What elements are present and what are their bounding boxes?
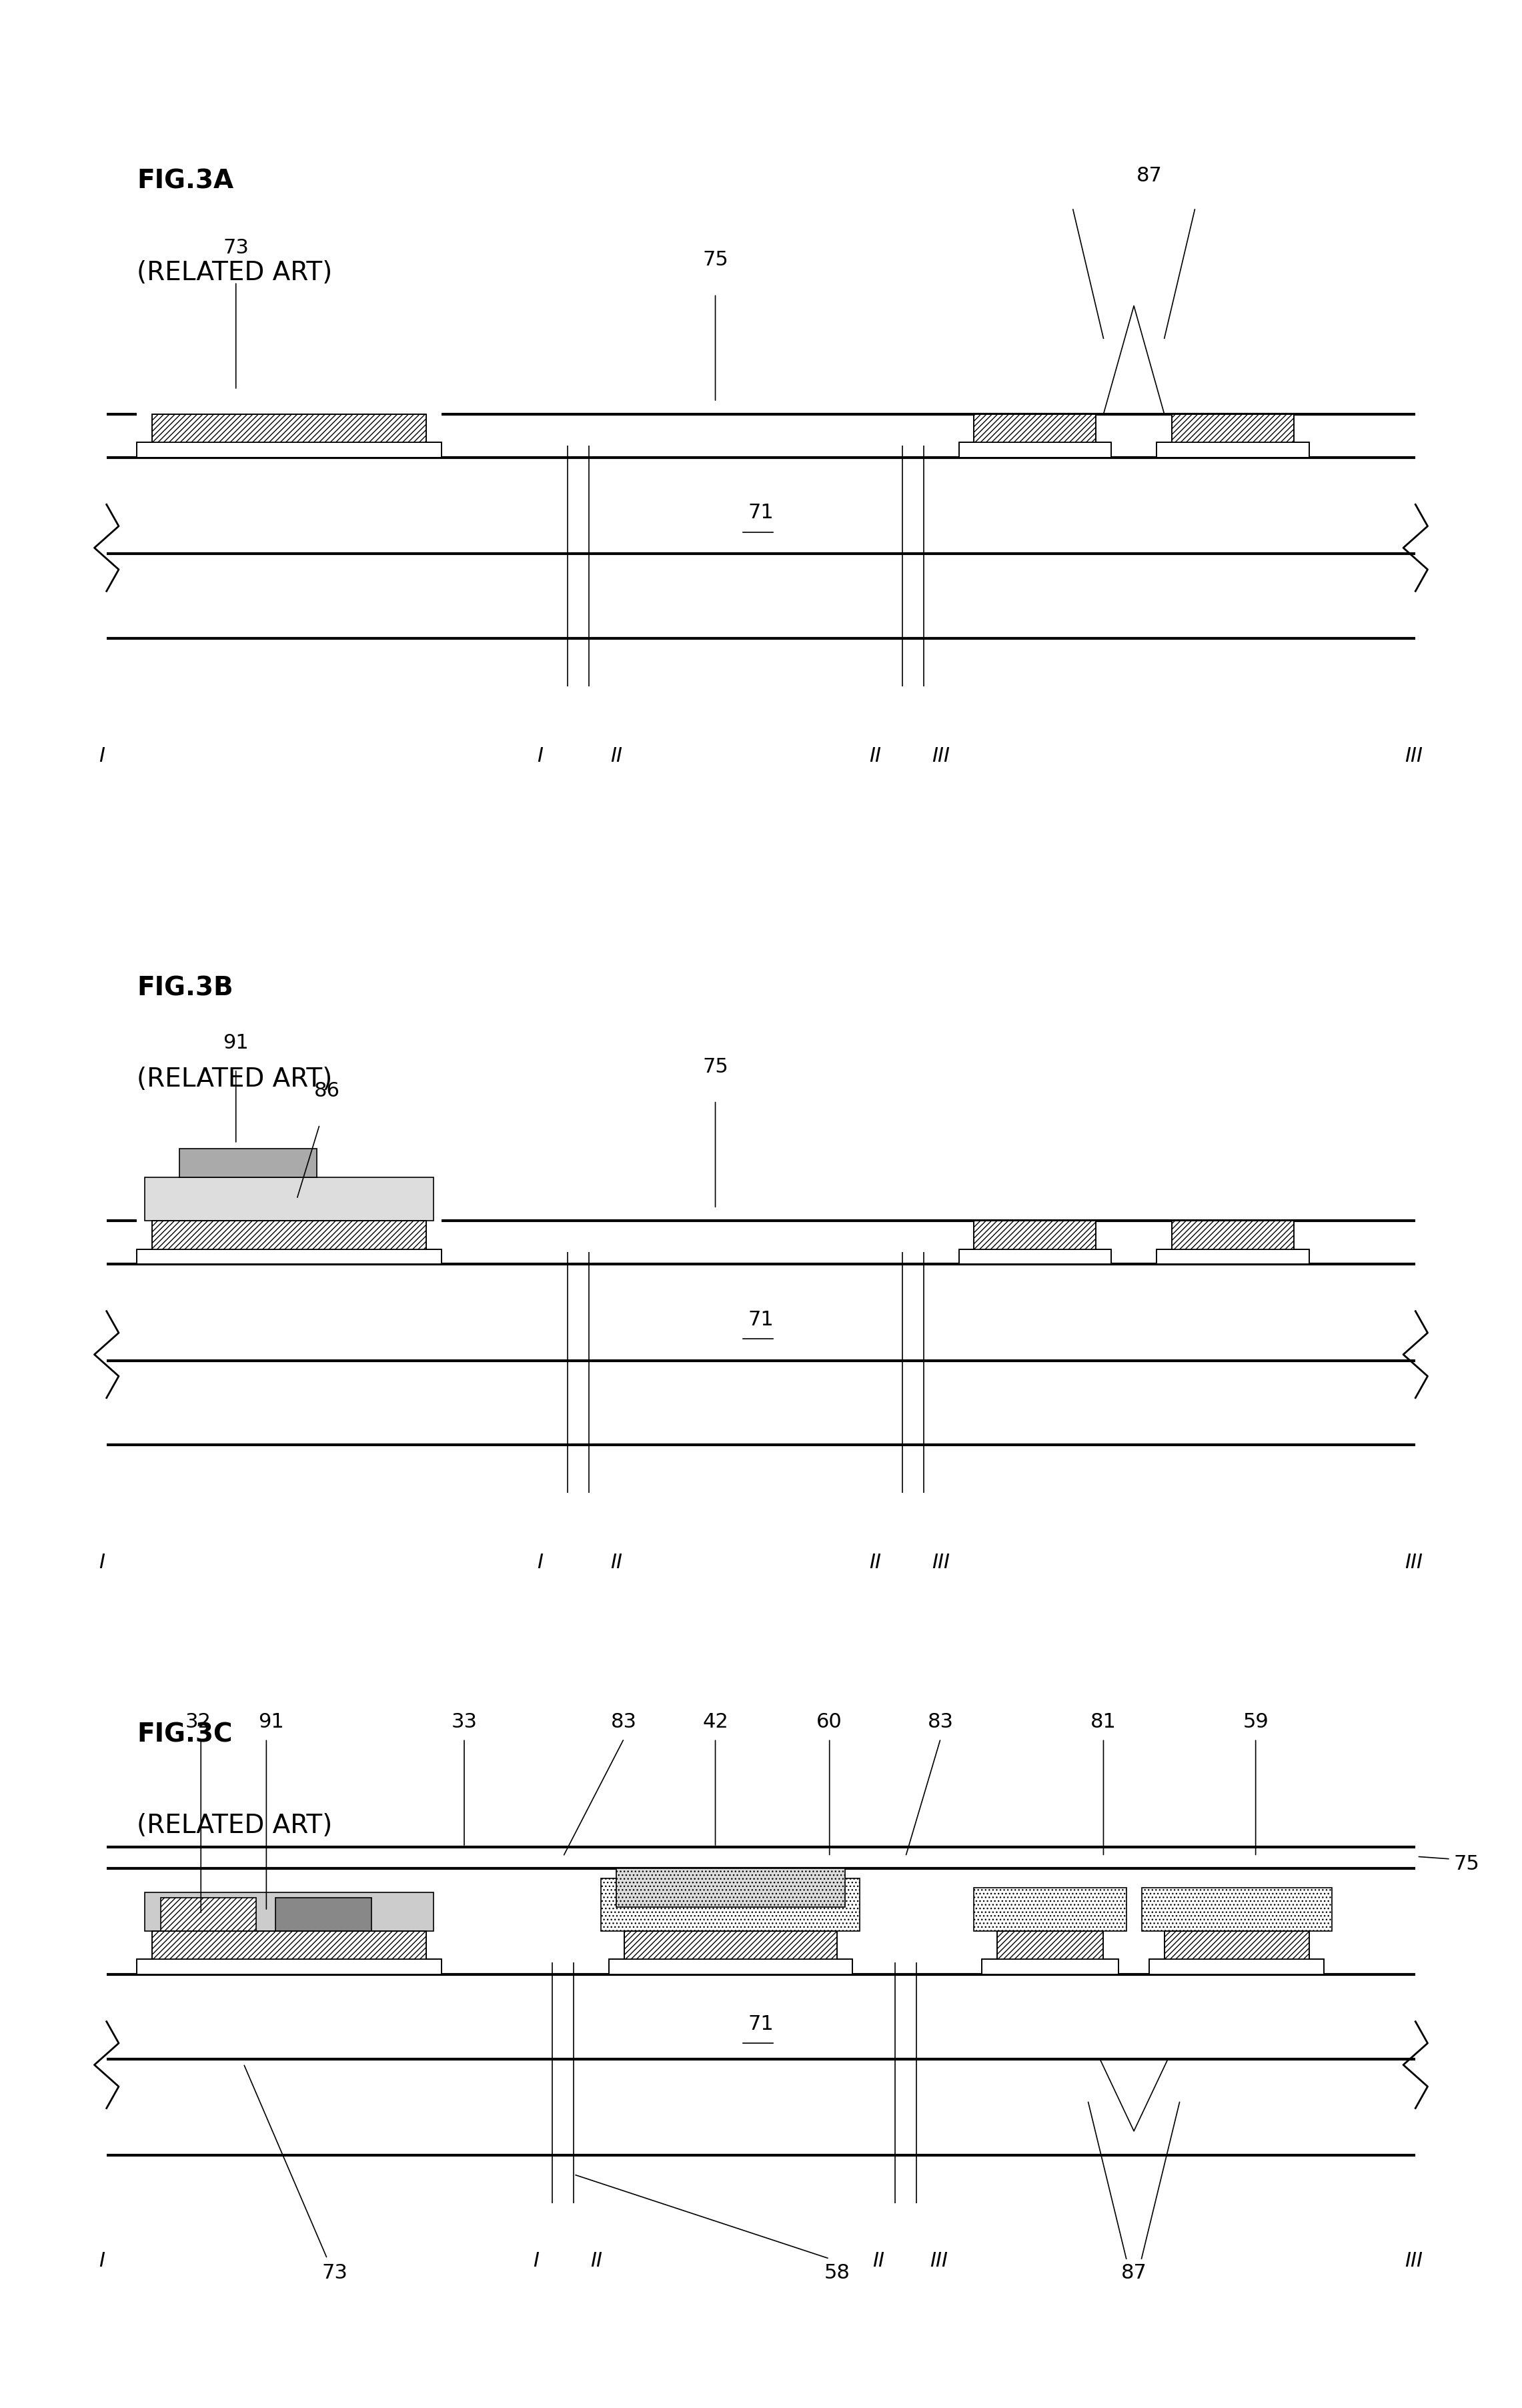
- Text: 75: 75: [1454, 1854, 1479, 1873]
- Text: FIG.3A: FIG.3A: [137, 169, 234, 195]
- Text: II: II: [869, 1553, 881, 1572]
- FancyBboxPatch shape: [974, 1888, 1126, 1931]
- Polygon shape: [974, 1221, 1096, 1250]
- Text: 58: 58: [823, 2264, 851, 2283]
- Polygon shape: [1149, 1960, 1324, 1975]
- Text: 91: 91: [224, 1033, 248, 1052]
- Text: FIG.3C: FIG.3C: [137, 1722, 233, 1748]
- Text: (RELATED ART): (RELATED ART): [137, 1813, 333, 1840]
- Text: 33: 33: [451, 1712, 478, 1731]
- Text: III: III: [1405, 746, 1423, 766]
- Text: 91: 91: [259, 1712, 283, 1731]
- Text: 75: 75: [703, 250, 728, 270]
- FancyBboxPatch shape: [160, 1898, 256, 1931]
- Polygon shape: [624, 1931, 837, 1960]
- Polygon shape: [1172, 414, 1294, 443]
- Text: I: I: [99, 2251, 105, 2271]
- Polygon shape: [137, 1960, 441, 1975]
- Text: III: III: [931, 746, 950, 766]
- Text: 75: 75: [703, 1057, 728, 1076]
- Text: I: I: [537, 1553, 543, 1572]
- Text: 83: 83: [927, 1712, 954, 1731]
- Text: 73: 73: [222, 238, 250, 258]
- Text: 71: 71: [749, 1310, 773, 1329]
- Text: (RELATED ART): (RELATED ART): [137, 1067, 333, 1093]
- Text: 87: 87: [1120, 2264, 1148, 2283]
- Text: II: II: [591, 2251, 603, 2271]
- Text: 59: 59: [1243, 1712, 1268, 1731]
- Polygon shape: [152, 1221, 426, 1250]
- Text: 60: 60: [817, 1712, 842, 1731]
- Text: II: II: [872, 2251, 884, 2271]
- Polygon shape: [152, 414, 426, 443]
- Polygon shape: [152, 1931, 426, 1960]
- Polygon shape: [1157, 1250, 1309, 1264]
- Polygon shape: [1157, 443, 1309, 458]
- Polygon shape: [1164, 1931, 1309, 1960]
- Text: 32: 32: [184, 1712, 212, 1731]
- Polygon shape: [1172, 1221, 1294, 1250]
- FancyBboxPatch shape: [616, 1869, 845, 1907]
- FancyBboxPatch shape: [601, 1878, 860, 1931]
- Polygon shape: [959, 443, 1111, 458]
- Text: 81: 81: [1090, 1712, 1117, 1731]
- Text: 87: 87: [1135, 166, 1163, 185]
- Text: 71: 71: [749, 503, 773, 523]
- Polygon shape: [997, 1931, 1103, 1960]
- Text: III: III: [931, 1553, 950, 1572]
- Text: II: II: [610, 746, 622, 766]
- Text: III: III: [1405, 2251, 1423, 2271]
- Text: FIG.3B: FIG.3B: [137, 975, 233, 1002]
- Polygon shape: [137, 443, 441, 458]
- Polygon shape: [982, 1960, 1119, 1975]
- Polygon shape: [974, 414, 1096, 443]
- FancyBboxPatch shape: [145, 1178, 434, 1221]
- FancyBboxPatch shape: [180, 1149, 317, 1178]
- Text: I: I: [537, 746, 543, 766]
- Text: 42: 42: [703, 1712, 728, 1731]
- Text: III: III: [930, 2251, 948, 2271]
- Text: II: II: [869, 746, 881, 766]
- Text: I: I: [533, 2251, 539, 2271]
- FancyBboxPatch shape: [275, 1898, 371, 1931]
- Text: 86: 86: [314, 1081, 341, 1100]
- Text: I: I: [99, 746, 105, 766]
- Text: 83: 83: [610, 1712, 638, 1731]
- Text: III: III: [1405, 1553, 1423, 1572]
- Polygon shape: [137, 1250, 441, 1264]
- Polygon shape: [959, 1250, 1111, 1264]
- Polygon shape: [609, 1960, 852, 1975]
- Text: 71: 71: [749, 2013, 773, 2035]
- Text: I: I: [99, 1553, 105, 1572]
- FancyBboxPatch shape: [145, 1893, 434, 1931]
- Text: II: II: [610, 1553, 622, 1572]
- Text: (RELATED ART): (RELATED ART): [137, 260, 333, 287]
- Text: 73: 73: [321, 2264, 349, 2283]
- FancyBboxPatch shape: [1142, 1888, 1332, 1931]
